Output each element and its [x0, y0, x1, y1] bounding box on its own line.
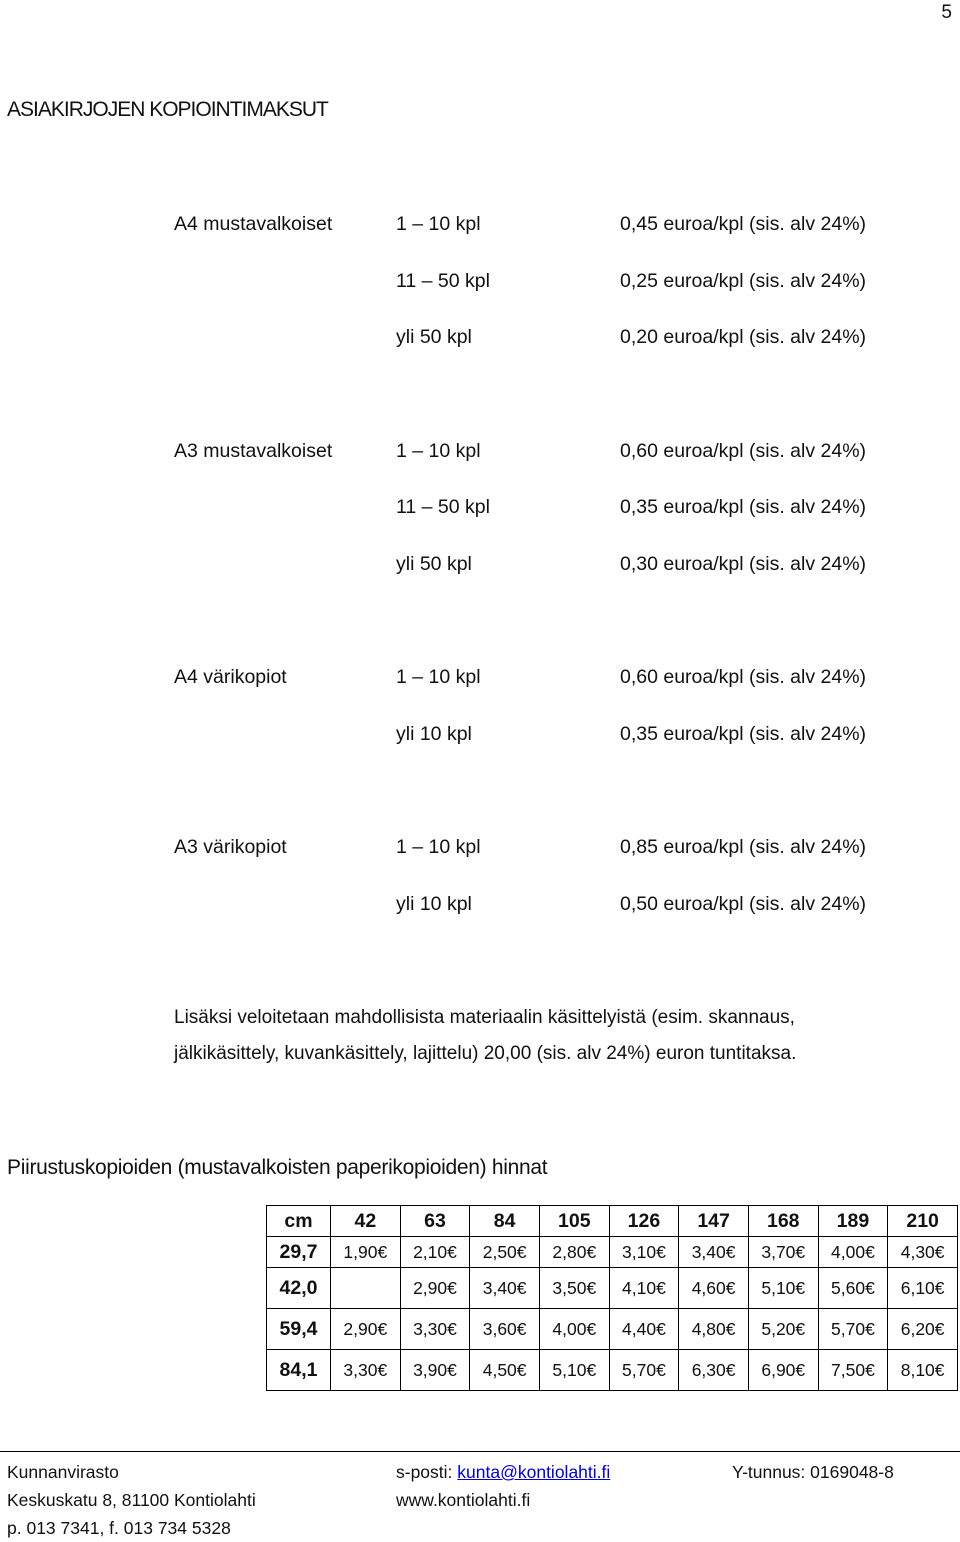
- price-cell: 2,90€: [399, 1267, 471, 1309]
- header-cell: 147: [678, 1205, 749, 1237]
- price-cell: 5,60€: [817, 1267, 889, 1309]
- quantity-label: yli 50 kpl: [396, 553, 472, 575]
- page-title: ASIAKIRJOJEN KOPIOINTIMAKSUT: [7, 98, 329, 121]
- footer-website: www.kontiolahti.fi: [396, 1490, 531, 1510]
- price-label: 0,45 euroa/kpl (sis. alv 24%): [620, 213, 867, 235]
- footer-address: Keskuskatu 8, 81100 Kontiolahti: [7, 1490, 256, 1510]
- category-label: A4 värikopiot: [174, 666, 287, 688]
- footer-divider: [0, 1451, 960, 1452]
- price-cell: 3,30€: [330, 1349, 401, 1391]
- price-cell: 4,50€: [469, 1349, 540, 1391]
- quantity-label: yli 50 kpl: [396, 326, 472, 348]
- price-label: 0,60 euroa/kpl (sis. alv 24%): [620, 440, 867, 462]
- note-line: jälkikäsittely, kuvankäsittely, lajittel…: [174, 1043, 797, 1064]
- table-row: 59,4 2,90€ 3,30€ 3,60€ 4,00€ 4,40€ 4,80€…: [266, 1308, 958, 1350]
- price-cell: 3,30€: [399, 1308, 471, 1350]
- table-row: 84,1 3,30€ 3,90€ 4,50€ 5,10€ 5,70€ 6,30€…: [266, 1349, 958, 1391]
- header-cell: 105: [538, 1205, 610, 1237]
- quantity-label: 1 – 10 kpl: [396, 836, 481, 858]
- price-cell: 4,00€: [538, 1308, 610, 1350]
- price-cell: 2,90€: [330, 1308, 401, 1350]
- price-label: 0,35 euroa/kpl (sis. alv 24%): [620, 496, 867, 518]
- price-cell: 3,60€: [469, 1308, 540, 1350]
- header-cell: 210: [887, 1205, 958, 1237]
- price-cell: 5,10€: [538, 1349, 610, 1391]
- header-cell: 42: [330, 1205, 401, 1237]
- price-cell: 6,10€: [887, 1267, 958, 1309]
- drawings-price-table: cm 42 63 84 105 126 147 168 189 210 29,7…: [266, 1205, 958, 1391]
- price-cell: 6,30€: [678, 1349, 749, 1391]
- category-label: A3 värikopiot: [174, 836, 287, 858]
- drawings-title: Piirustuskopioiden (mustavalkoisten pape…: [7, 1156, 548, 1179]
- price-cell: 5,70€: [608, 1349, 680, 1391]
- price-label: 0,85 euroa/kpl (sis. alv 24%): [620, 836, 867, 858]
- table-row: 42,0 2,90€ 3,40€ 3,50€ 4,10€ 4,60€ 5,10€…: [266, 1267, 958, 1309]
- header-cell: 84: [469, 1205, 540, 1237]
- footer-email-label: s-posti:: [396, 1462, 458, 1482]
- table-header-row: cm 42 63 84 105 126 147 168 189 210: [266, 1205, 958, 1237]
- row-header-cell: 42,0: [266, 1267, 331, 1309]
- price-cell: 4,30€: [887, 1236, 958, 1268]
- footer-office: Kunnanvirasto: [7, 1462, 119, 1482]
- header-cell: 189: [817, 1205, 889, 1237]
- price-cell: 3,40€: [678, 1236, 749, 1268]
- header-cell: 63: [399, 1205, 471, 1237]
- price-cell: 2,80€: [538, 1236, 610, 1268]
- category-label: A3 mustavalkoiset: [174, 440, 333, 462]
- price-cell: 3,40€: [469, 1267, 540, 1309]
- price-cell: 2,50€: [469, 1236, 540, 1268]
- quantity-label: 11 – 50 kpl: [396, 270, 490, 292]
- footer-email-row: s-posti: kunta@kontiolahti.fi: [396, 1462, 610, 1483]
- price-label: 0,20 euroa/kpl (sis. alv 24%): [620, 326, 867, 348]
- price-cell: 2,10€: [399, 1236, 471, 1268]
- price-cell: 6,90€: [747, 1349, 819, 1391]
- price-cell: [330, 1267, 401, 1309]
- quantity-label: 11 – 50 kpl: [396, 496, 490, 518]
- price-cell: 3,10€: [608, 1236, 680, 1268]
- price-cell: 4,10€: [608, 1267, 680, 1309]
- price-label: 0,35 euroa/kpl (sis. alv 24%): [620, 723, 867, 745]
- footer-business-id: Y-tunnus: 0169048-8: [732, 1462, 894, 1482]
- page-number: 5: [941, 2, 952, 23]
- header-cell: 126: [608, 1205, 680, 1237]
- footer-email-link[interactable]: kunta@kontiolahti.fi: [457, 1462, 611, 1482]
- header-cell: cm: [266, 1205, 331, 1237]
- row-header-cell: 29,7: [266, 1236, 331, 1268]
- price-cell: 5,10€: [747, 1267, 819, 1309]
- price-cell: 5,20€: [747, 1308, 819, 1350]
- quantity-label: 1 – 10 kpl: [396, 440, 481, 462]
- price-cell: 7,50€: [817, 1349, 889, 1391]
- price-cell: 4,60€: [678, 1267, 749, 1309]
- price-cell: 4,00€: [817, 1236, 889, 1268]
- price-cell: 4,40€: [608, 1308, 680, 1350]
- price-label: 0,60 euroa/kpl (sis. alv 24%): [620, 666, 867, 688]
- quantity-label: 1 – 10 kpl: [396, 213, 481, 235]
- price-cell: 4,80€: [678, 1308, 749, 1350]
- note-line: Lisäksi veloitetaan mahdollisista materi…: [174, 1007, 795, 1028]
- price-label: 0,25 euroa/kpl (sis. alv 24%): [620, 270, 867, 292]
- footer-phone: p. 013 7341, f. 013 734 5328: [7, 1518, 231, 1538]
- row-header-cell: 84,1: [266, 1349, 331, 1391]
- quantity-label: yli 10 kpl: [396, 723, 472, 745]
- price-label: 0,30 euroa/kpl (sis. alv 24%): [620, 553, 867, 575]
- header-cell: 168: [747, 1205, 819, 1237]
- price-cell: 6,20€: [887, 1308, 958, 1350]
- price-label: 0,50 euroa/kpl (sis. alv 24%): [620, 893, 867, 915]
- price-cell: 8,10€: [887, 1349, 958, 1391]
- price-cell: 3,90€: [399, 1349, 471, 1391]
- price-cell: 5,70€: [817, 1308, 889, 1350]
- quantity-label: yli 10 kpl: [396, 893, 472, 915]
- table-row: 29,7 1,90€ 2,10€ 2,50€ 2,80€ 3,10€ 3,40€…: [266, 1236, 958, 1268]
- price-cell: 3,50€: [538, 1267, 610, 1309]
- price-cell: 3,70€: [747, 1236, 819, 1268]
- row-header-cell: 59,4: [266, 1308, 331, 1350]
- category-label: A4 mustavalkoiset: [174, 213, 333, 235]
- quantity-label: 1 – 10 kpl: [396, 666, 481, 688]
- price-cell: 1,90€: [330, 1236, 401, 1268]
